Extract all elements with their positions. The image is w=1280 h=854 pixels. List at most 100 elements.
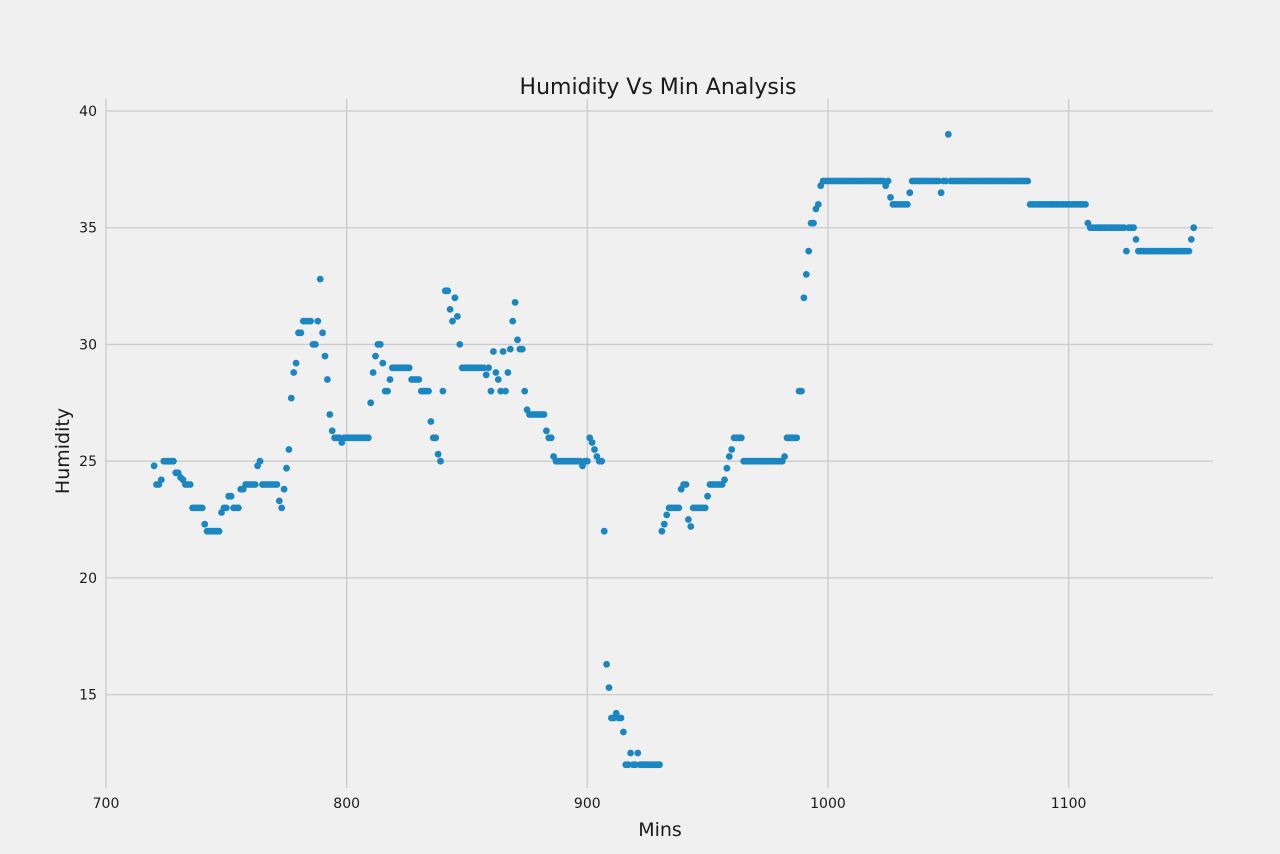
data-point	[290, 369, 298, 376]
data-point	[415, 376, 423, 383]
data-point	[251, 481, 259, 488]
data-point	[904, 201, 911, 208]
data-point	[704, 492, 711, 500]
data-point	[540, 411, 548, 418]
data-point	[663, 511, 671, 519]
data-point	[405, 364, 413, 372]
data-point	[316, 275, 324, 283]
data-point	[1082, 201, 1089, 208]
data-points	[150, 130, 1198, 769]
data-point	[518, 345, 526, 353]
x-tick-label: 1100	[1051, 796, 1087, 812]
data-point	[802, 271, 810, 278]
data-point	[227, 492, 235, 500]
data-point	[906, 189, 914, 197]
data-point	[386, 376, 394, 383]
data-point	[170, 457, 177, 465]
data-point	[499, 348, 507, 355]
data-point	[1132, 236, 1140, 243]
data-point	[514, 336, 521, 344]
data-point	[660, 520, 668, 528]
data-point	[1120, 224, 1128, 232]
data-point	[723, 464, 731, 472]
data-point	[728, 446, 736, 453]
data-point	[1130, 224, 1137, 232]
data-point	[800, 294, 808, 302]
data-point	[485, 364, 492, 372]
data-point	[521, 387, 529, 395]
data-point	[273, 481, 281, 488]
data-point	[506, 345, 514, 353]
y-tick-label: 25	[79, 454, 97, 470]
data-point	[944, 130, 952, 138]
data-point	[437, 457, 444, 465]
data-point	[942, 177, 950, 185]
data-point	[600, 527, 608, 535]
data-point	[439, 387, 447, 395]
data-point	[369, 369, 377, 376]
data-point	[285, 446, 293, 453]
data-point	[725, 453, 733, 460]
data-point	[656, 761, 663, 769]
data-point	[547, 434, 555, 442]
y-tick-label: 30	[79, 337, 97, 353]
data-point	[793, 434, 801, 442]
data-point	[367, 399, 375, 407]
y-tick-label: 15	[79, 688, 97, 704]
data-point	[935, 177, 943, 185]
data-point	[509, 317, 517, 325]
data-point	[588, 439, 596, 446]
data-point	[497, 387, 505, 395]
data-point	[814, 201, 822, 208]
data-point	[434, 450, 442, 458]
y-axis-label: Humidity	[52, 408, 74, 494]
data-point	[275, 497, 283, 505]
data-point	[454, 313, 461, 320]
data-point	[456, 341, 464, 348]
data-point	[449, 317, 456, 325]
data-point	[328, 427, 336, 435]
data-point	[427, 418, 435, 425]
data-point	[617, 714, 625, 722]
data-point	[487, 387, 495, 395]
data-point	[326, 411, 334, 418]
data-point	[256, 457, 264, 465]
data-point	[627, 749, 634, 757]
data-point	[887, 194, 894, 201]
data-point	[490, 348, 497, 355]
data-point	[312, 341, 319, 348]
data-point	[150, 462, 158, 470]
data-point	[884, 177, 892, 185]
data-point	[379, 359, 387, 367]
data-point	[721, 476, 728, 484]
data-point	[1185, 247, 1193, 255]
y-tick-label: 40	[79, 104, 97, 120]
data-point	[701, 504, 709, 512]
data-point	[620, 728, 627, 736]
data-point	[235, 504, 242, 512]
x-tick-label: 700	[93, 796, 120, 812]
data-point	[446, 306, 454, 313]
data-point	[215, 527, 223, 535]
y-tick-label: 20	[79, 571, 97, 587]
chart-title: Humidity Vs Min Analysis	[520, 75, 797, 100]
data-point	[1187, 236, 1195, 243]
data-point	[605, 684, 613, 691]
data-point	[583, 457, 591, 465]
data-point	[314, 317, 322, 325]
data-point	[321, 352, 329, 360]
data-point	[543, 427, 550, 435]
data-point	[324, 376, 331, 383]
data-point	[634, 749, 642, 757]
x-tick-label: 800	[333, 796, 360, 812]
data-point	[511, 299, 519, 306]
data-point	[364, 434, 372, 442]
x-axis-label: Mins	[638, 819, 682, 841]
data-point	[502, 387, 509, 395]
y-tick-label: 35	[79, 221, 97, 237]
data-point	[492, 369, 500, 376]
data-point	[444, 287, 452, 295]
